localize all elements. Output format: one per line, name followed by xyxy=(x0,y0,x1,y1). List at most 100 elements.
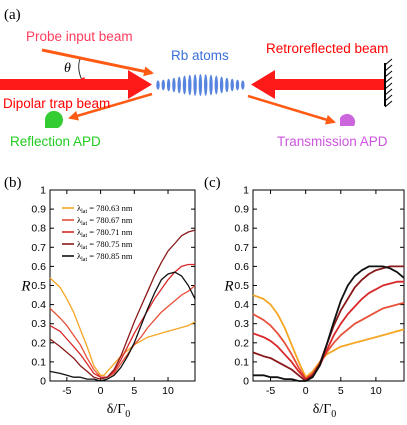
series-line xyxy=(49,285,196,378)
x-tick-label: 0 xyxy=(303,385,309,397)
legend-prefix: λ xyxy=(77,251,82,261)
y-tick-label: 0.1 xyxy=(31,356,46,368)
series-line xyxy=(252,294,405,379)
legend-value: = 780.71 nm xyxy=(87,227,133,237)
legend-prefix: λ xyxy=(77,239,82,249)
atoms-label: Rb atoms xyxy=(171,48,229,63)
x-axis-label-sub: 0 xyxy=(331,409,336,420)
legend-value: = 780.85 nm xyxy=(87,251,133,261)
atom-ellipse xyxy=(235,79,240,91)
y-tick-label: 0.7 xyxy=(234,242,249,254)
legend-sub: lat xyxy=(81,233,87,239)
reflection-apd-label: Reflection APD xyxy=(10,134,101,149)
y-tick-label: 0.3 xyxy=(31,318,46,330)
atom-ellipse xyxy=(161,79,165,91)
y-axis-label: R xyxy=(20,279,30,295)
y-tick-label: 1 xyxy=(243,185,249,197)
x-tick-label: 10 xyxy=(370,385,382,397)
x-tick-label: -5 xyxy=(266,385,275,397)
chart-panel-c: (c) 0 0.1 0.2 0.3 0.4 0.5 0.6 0.7 0.8 0.9 1 -5 0 5 10 R… xyxy=(204,175,405,420)
legend-entry: λlat = 780.85 nm xyxy=(77,251,133,263)
series-line xyxy=(252,265,404,382)
legend-prefix: λ xyxy=(77,215,82,225)
retro-beam-arrow xyxy=(251,70,384,99)
atom-ellipse xyxy=(225,77,229,93)
y-tick-label: 0.7 xyxy=(31,242,46,254)
y-tick-label: 0.5 xyxy=(234,280,249,292)
legend-value: = 780.75 nm xyxy=(87,239,133,249)
y-tick-label: 0.6 xyxy=(31,261,46,273)
y-tick-label: 0.5 xyxy=(31,280,46,292)
legend-entry: λlat = 780.67 nm xyxy=(77,215,133,227)
atom-ellipse xyxy=(188,74,192,96)
x-tick-label: 10 xyxy=(162,385,174,397)
legend-value: = 780.67 nm xyxy=(87,215,133,225)
schematic-panel: (a) θ xyxy=(0,7,393,149)
probe-beam-arrow xyxy=(41,48,154,77)
legend-box xyxy=(59,202,157,266)
rb-atoms-cloud xyxy=(156,74,245,96)
legend-prefix: λ xyxy=(77,227,82,237)
atom-ellipse xyxy=(193,74,197,96)
y-tick-label: 0.9 xyxy=(234,204,249,216)
transmission-apd-label: Transmission APD xyxy=(277,134,388,149)
atom-ellipse xyxy=(177,76,181,94)
y-tick-label: 0 xyxy=(40,376,46,388)
transmission-apd-icon xyxy=(340,113,356,126)
series-line xyxy=(49,271,196,382)
series-line xyxy=(252,280,404,380)
legend-sub: lat xyxy=(81,245,87,251)
probe-label: Probe input beam xyxy=(26,29,133,44)
reflected-beam-arrow xyxy=(68,92,153,121)
atom-ellipse xyxy=(219,76,224,94)
retro-label: Retroreflected beam xyxy=(266,41,388,56)
y-tick-label: 0.9 xyxy=(31,204,46,216)
x-axis-label-sub: 0 xyxy=(125,409,130,420)
y-tick-label: 0.3 xyxy=(234,318,249,330)
reflection-apd-icon xyxy=(44,110,63,128)
chart-panel-b: (b) 0 0.1 0.2 0.3 0.4 0.5 0.6 0.7 0.8 0.9 1 -5 0 5 10 R… xyxy=(4,175,196,420)
legend-sub: lat xyxy=(81,257,87,263)
x-axis-label: δ/Γ0 xyxy=(107,402,131,420)
atom-ellipse xyxy=(166,78,171,92)
y-tick-label: 0.2 xyxy=(31,337,46,349)
series-line xyxy=(252,301,405,380)
series-line xyxy=(253,265,405,382)
atom-ellipse xyxy=(204,74,208,96)
transmitted-beam-arrow xyxy=(247,94,336,125)
theta-label: θ xyxy=(64,61,71,76)
x-tick-label: 0 xyxy=(98,385,104,397)
y-tick-label: 0.6 xyxy=(234,261,249,273)
legend-sub: lat xyxy=(81,221,87,227)
y-tick-label: 0.4 xyxy=(31,299,46,311)
atom-ellipse xyxy=(198,74,203,96)
dipolar-label: Dipolar trap beam xyxy=(3,96,110,111)
y-tick-label: 1 xyxy=(40,185,46,197)
y-tick-label: 0.4 xyxy=(234,299,249,311)
dipolar-beam-arrow xyxy=(0,70,152,99)
series-line xyxy=(49,229,196,380)
atom-ellipse xyxy=(230,78,234,92)
legend-value: = 780.63 nm xyxy=(87,203,133,213)
y-tick-label: 0.8 xyxy=(31,223,46,235)
y-tick-label: 0.2 xyxy=(234,337,249,349)
x-tick-label: -5 xyxy=(62,385,71,397)
atom-ellipse xyxy=(182,75,187,95)
legend-entry: λlat = 780.71 nm xyxy=(77,227,133,239)
atom-ellipse xyxy=(156,80,160,90)
panel-label-c: (c) xyxy=(204,175,221,191)
panel-label-a: (a) xyxy=(4,7,21,23)
legend-entry: λlat = 780.63 nm xyxy=(77,203,133,215)
x-tick-label: 5 xyxy=(338,385,344,397)
legend-prefix: λ xyxy=(77,203,82,213)
atom-ellipse xyxy=(241,80,245,90)
panel-label-b: (b) xyxy=(4,175,22,191)
theta-arc-icon xyxy=(77,58,85,86)
atom-ellipse xyxy=(209,74,213,96)
y-tick-label: 0 xyxy=(243,376,249,388)
series-line xyxy=(49,263,195,378)
atom-ellipse xyxy=(214,75,218,95)
mirror-icon xyxy=(384,58,393,108)
legend-entry: λlat = 780.75 nm xyxy=(77,239,133,251)
x-tick-label: 5 xyxy=(131,385,137,397)
